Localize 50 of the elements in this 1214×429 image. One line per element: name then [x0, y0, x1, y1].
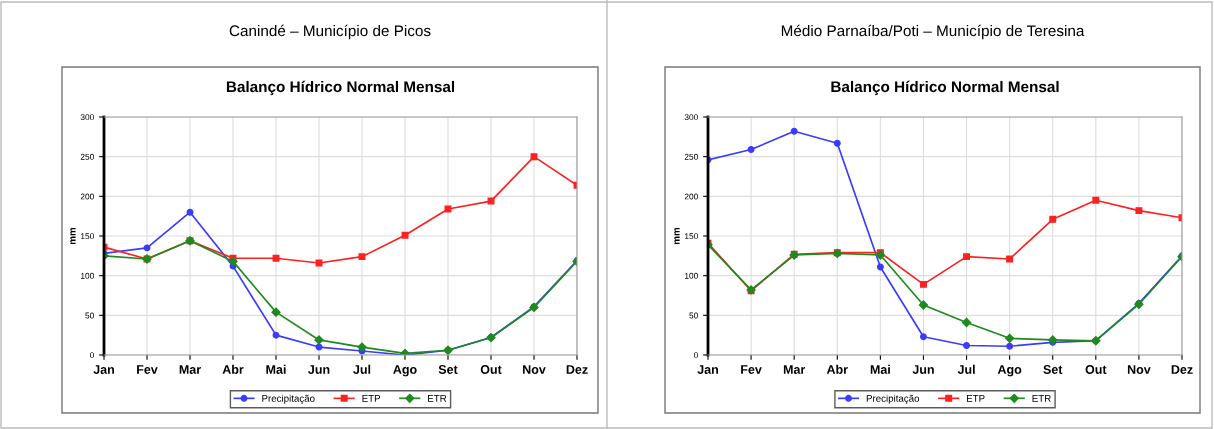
- y-tick-label: 200: [80, 193, 94, 200]
- x-tick-label: Abr: [826, 364, 848, 374]
- y-tick-label: 50: [85, 312, 94, 319]
- y-tick-label: 300: [684, 114, 698, 121]
- legend-label: ETR: [1032, 395, 1051, 402]
- x-tick-label: Out: [480, 365, 502, 374]
- y-tick-label: 100: [685, 272, 698, 279]
- chart-title: Médio Parnaíba/Poti – Município de Teresina: [781, 24, 1085, 40]
- x-tick-label: Jun: [308, 365, 330, 374]
- legend-label: Precipitação: [866, 394, 920, 404]
- y-tick-label: 300: [80, 114, 94, 121]
- x-tick-label: Jan: [697, 365, 718, 374]
- y-axis-title: mm: [70, 227, 76, 244]
- y-axis-title: mm: [674, 227, 680, 244]
- x-tick-label: Fev: [137, 365, 158, 374]
- x-tick-label: Mar: [783, 365, 806, 374]
- x-tick-label: Dez: [566, 365, 588, 374]
- x-tick-label: Out: [1085, 365, 1107, 374]
- legend-label: ETR: [428, 395, 447, 402]
- chart-title: Canindé – Município de Picos: [229, 24, 431, 40]
- y-tick-label: 50: [689, 312, 698, 319]
- legend-label: ETP: [966, 395, 985, 402]
- y-tick-label: 0: [693, 352, 698, 359]
- x-tick-label: Mar: [179, 365, 201, 374]
- x-tick-label: Ago: [393, 365, 417, 377]
- legend-label: Precipitação: [262, 394, 315, 404]
- y-tick-label: 200: [684, 193, 698, 200]
- x-tick-label: Ago: [997, 365, 1022, 377]
- y-tick-label: 100: [81, 272, 94, 279]
- x-tick-label: Mai: [870, 364, 890, 374]
- x-tick-label: Jul: [957, 364, 975, 374]
- x-tick-label: Nov: [1127, 365, 1151, 374]
- x-tick-label: Mai: [266, 364, 286, 374]
- x-tick-label: Abr: [222, 364, 244, 374]
- legend-label: ETP: [362, 395, 381, 402]
- y-tick-label: 0: [89, 352, 94, 359]
- x-tick-label: Jan: [93, 365, 114, 374]
- y-tick-label: 250: [80, 153, 94, 160]
- y-tick-label: 250: [684, 153, 698, 160]
- x-tick-label: Dez: [1171, 365, 1193, 374]
- x-tick-label: Fev: [741, 365, 762, 374]
- y-tick-label: 150: [81, 233, 94, 240]
- x-tick-label: Jun: [912, 365, 934, 374]
- x-tick-label: Nov: [523, 365, 546, 374]
- x-tick-label: Jul: [353, 364, 371, 374]
- x-tick-label: Set: [1043, 365, 1063, 374]
- x-tick-label: Set: [438, 365, 458, 374]
- y-tick-label: 150: [685, 233, 698, 240]
- chart-subtitle: Balanço Hídrico Normal Mensal: [226, 80, 455, 96]
- chart-subtitle: Balanço Hídrico Normal Mensal: [831, 80, 1059, 96]
